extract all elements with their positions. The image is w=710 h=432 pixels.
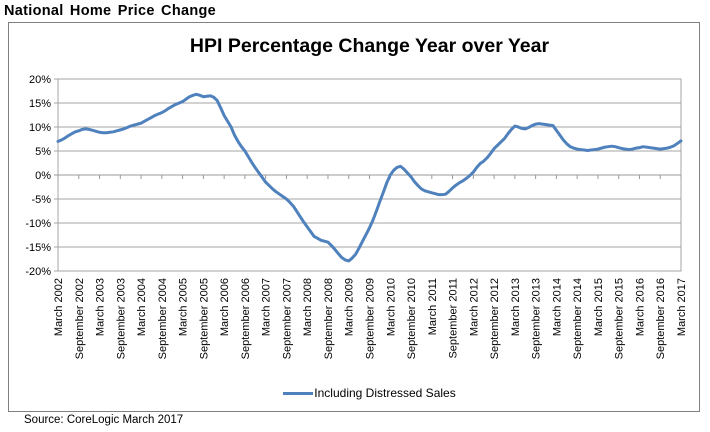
- chart-container: HPI Percentage Change Year over Year 20%…: [8, 22, 700, 412]
- y-axis-labels: 20% 15% 10% 5% 0% -5% -10% -15% -20%: [25, 74, 51, 278]
- x-tick-label: March 2014: [551, 278, 563, 336]
- x-tick-label: March 2004: [136, 278, 148, 336]
- y-tick-label: 0%: [35, 170, 51, 182]
- x-tick-label: September 2011: [448, 278, 460, 359]
- x-tick-label: September 2015: [614, 278, 626, 359]
- x-tick-label: March 2003: [95, 278, 107, 336]
- x-tick-label: March 2007: [261, 278, 273, 336]
- line-chart-plot: 20% 15% 10% 5% 0% -5% -10% -15% -20%March 2002 Se…: [25, 74, 688, 359]
- y-tick-label: 20%: [29, 74, 51, 86]
- x-tick-label: September 2007: [281, 278, 293, 359]
- x-tick-label: September 2016: [655, 278, 667, 359]
- x-tick-label: September 2012: [489, 278, 501, 359]
- x-tick-label: September 2002: [74, 278, 86, 359]
- x-tick-label: March 2012: [468, 278, 480, 336]
- source-note: Source: CoreLogic March 2017: [24, 414, 184, 426]
- y-tick-label: -20%: [25, 266, 51, 278]
- x-tick-label: September 2003: [115, 278, 127, 359]
- x-tick-label: March 2017: [676, 278, 688, 336]
- chart-title: HPI Percentage Change Year over Year: [189, 35, 550, 57]
- x-tick-label: September 2008: [323, 278, 335, 359]
- x-tick-label: March 2002: [53, 278, 65, 336]
- x-tick-label: March 2011: [427, 278, 439, 335]
- x-tick-label: September 2010: [406, 278, 418, 359]
- x-tick-label: March 2013: [510, 278, 522, 336]
- gridlines: [54, 78, 681, 272]
- y-tick-label: 5%: [35, 146, 51, 158]
- x-tick-label: September 2004: [157, 278, 169, 359]
- x-tick-label: March 2016: [634, 278, 646, 336]
- x-tick-label: March 2009: [344, 278, 356, 336]
- x-tick-label: September 2005: [198, 278, 210, 359]
- chart-legend: Including Distressed Sales: [58, 384, 681, 402]
- zero-axis-ticks: [57, 175, 682, 179]
- y-tick-label: 10%: [29, 122, 51, 134]
- x-tick-label: March 2015: [593, 278, 605, 336]
- x-tick-label: September 2009: [365, 278, 377, 359]
- y-tick-label: 15%: [29, 98, 51, 110]
- series-line: [56, 92, 683, 263]
- x-tick-label: September 2014: [572, 278, 584, 359]
- y-tick-label: -5%: [31, 194, 51, 206]
- legend-label: Including Distressed Sales: [314, 386, 456, 400]
- x-tick-label: March 2005: [178, 278, 190, 336]
- y-tick-label: -10%: [25, 218, 51, 230]
- page-title: National Home Price Change: [4, 3, 217, 19]
- x-tick-label: March 2008: [302, 278, 314, 336]
- y-tick-label: -15%: [25, 242, 51, 254]
- x-tick-label: September 2013: [531, 278, 543, 359]
- x-tick-label: September 2006: [240, 278, 252, 359]
- legend-line-sample: [283, 391, 314, 395]
- x-axis-labels: March 2002 September 2002 March 2003 Septem…: [53, 278, 688, 359]
- x-tick-label: March 2006: [219, 278, 231, 336]
- x-tick-label: March 2010: [385, 278, 397, 336]
